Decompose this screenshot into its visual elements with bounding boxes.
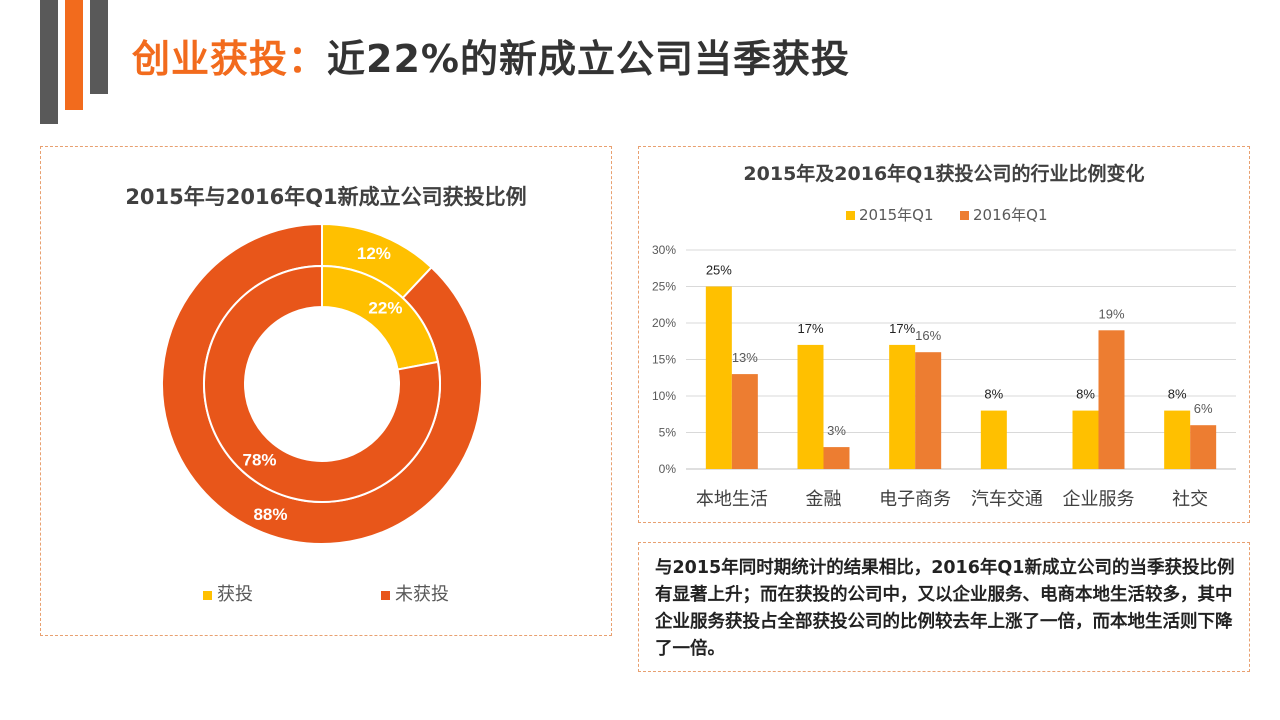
bar-chart-title: 2015年及2016年Q1获投公司的行业比例变化: [743, 163, 1145, 185]
legend-label-2016: 2016年Q1: [973, 206, 1048, 224]
data-label-2015: 8%: [1076, 387, 1095, 402]
bar-2015: [980, 410, 1007, 469]
x-tick-label: 电子商务: [879, 489, 951, 510]
y-tick-label: 15%: [652, 353, 676, 367]
legend-label-funded: 获投: [217, 584, 253, 605]
data-label-2016: 19%: [1098, 306, 1124, 321]
y-tick-label: 30%: [652, 243, 676, 257]
y-tick-label: 25%: [652, 280, 676, 294]
bar-2015: [705, 286, 732, 469]
bar-2015: [1164, 410, 1191, 469]
outer-ring-label-funded: 12%: [357, 244, 391, 263]
bar-2016: [731, 374, 758, 469]
legend-swatch-not-funded: [381, 591, 390, 600]
data-label-2016: 16%: [915, 328, 941, 343]
decor-bar-dark-left: [40, 0, 58, 124]
page-title-highlight: 创业获投：: [132, 37, 328, 81]
bar-2015: [797, 344, 824, 469]
legend-swatch-2016: [960, 211, 969, 220]
bar-2015: [1072, 410, 1099, 469]
data-label-2015: 8%: [1168, 387, 1187, 402]
decor-bar-dark-right: [90, 0, 108, 94]
legend-label-not-funded: 未获投: [395, 584, 449, 605]
outer-ring-label-not-funded: 88%: [253, 505, 287, 524]
legend-swatch-2015: [846, 211, 855, 220]
x-tick-label: 企业服务: [1063, 489, 1135, 510]
x-tick-label: 社交: [1172, 489, 1208, 510]
bar-2016: [1098, 330, 1125, 469]
inner-ring-label-funded: 22%: [368, 298, 402, 317]
data-label-2015: 17%: [889, 321, 915, 336]
decor-bar-orange: [65, 0, 83, 110]
data-label-2016: 3%: [827, 423, 846, 438]
data-label-2015: 17%: [797, 321, 823, 336]
data-label-2015: 8%: [984, 387, 1003, 402]
donut-chart: 12% 88% 22% 78% 获投 未获投: [161, 222, 483, 605]
x-tick-label: 汽车交通: [971, 489, 1043, 510]
donut-chart-panel: 2015年与2016年Q1新成立公司获投比例 12% 88% 22% 78% 获投 未获投: [40, 146, 612, 636]
x-tick-label: 本地生活: [696, 489, 768, 510]
page-title: 创业获投：近22%的新成立公司当季获投: [132, 28, 850, 83]
bar-2015: [889, 344, 916, 469]
inner-ring-slice-not-funded: [203, 264, 441, 503]
bar-chart-panel: 2015年及2016年Q1获投公司的行业比例变化 0% 5% 10% 15% 20% 25…: [638, 146, 1250, 523]
data-label-2016: 13%: [732, 350, 758, 365]
y-tick-label: 10%: [652, 389, 676, 403]
summary-panel: 与2015年同时期统计的结果相比，2016年Q1新成立公司的当季获投比例有显著上…: [638, 542, 1250, 672]
y-tick-label: 20%: [652, 316, 676, 330]
legend-label-2015: 2015年Q1: [859, 206, 934, 224]
y-tick-label: 5%: [659, 426, 677, 440]
inner-ring-label-not-funded: 78%: [243, 451, 277, 470]
bar-2016: [1190, 425, 1217, 469]
donut-chart-title: 2015年与2016年Q1新成立公司获投比例: [125, 185, 527, 209]
data-label-2015: 25%: [706, 263, 732, 278]
summary-text: 与2015年同时期统计的结果相比，2016年Q1新成立公司的当季获投比例有显著上…: [655, 558, 1235, 659]
data-label-2016: 6%: [1194, 401, 1213, 416]
y-tick-label: 0%: [659, 462, 677, 476]
bar-2016: [915, 352, 942, 469]
legend-swatch-funded: [203, 591, 212, 600]
x-tick-label: 金融: [806, 489, 842, 510]
bar-2016: [823, 447, 850, 469]
page-title-rest: 近22%的新成立公司当季获投: [327, 37, 850, 81]
